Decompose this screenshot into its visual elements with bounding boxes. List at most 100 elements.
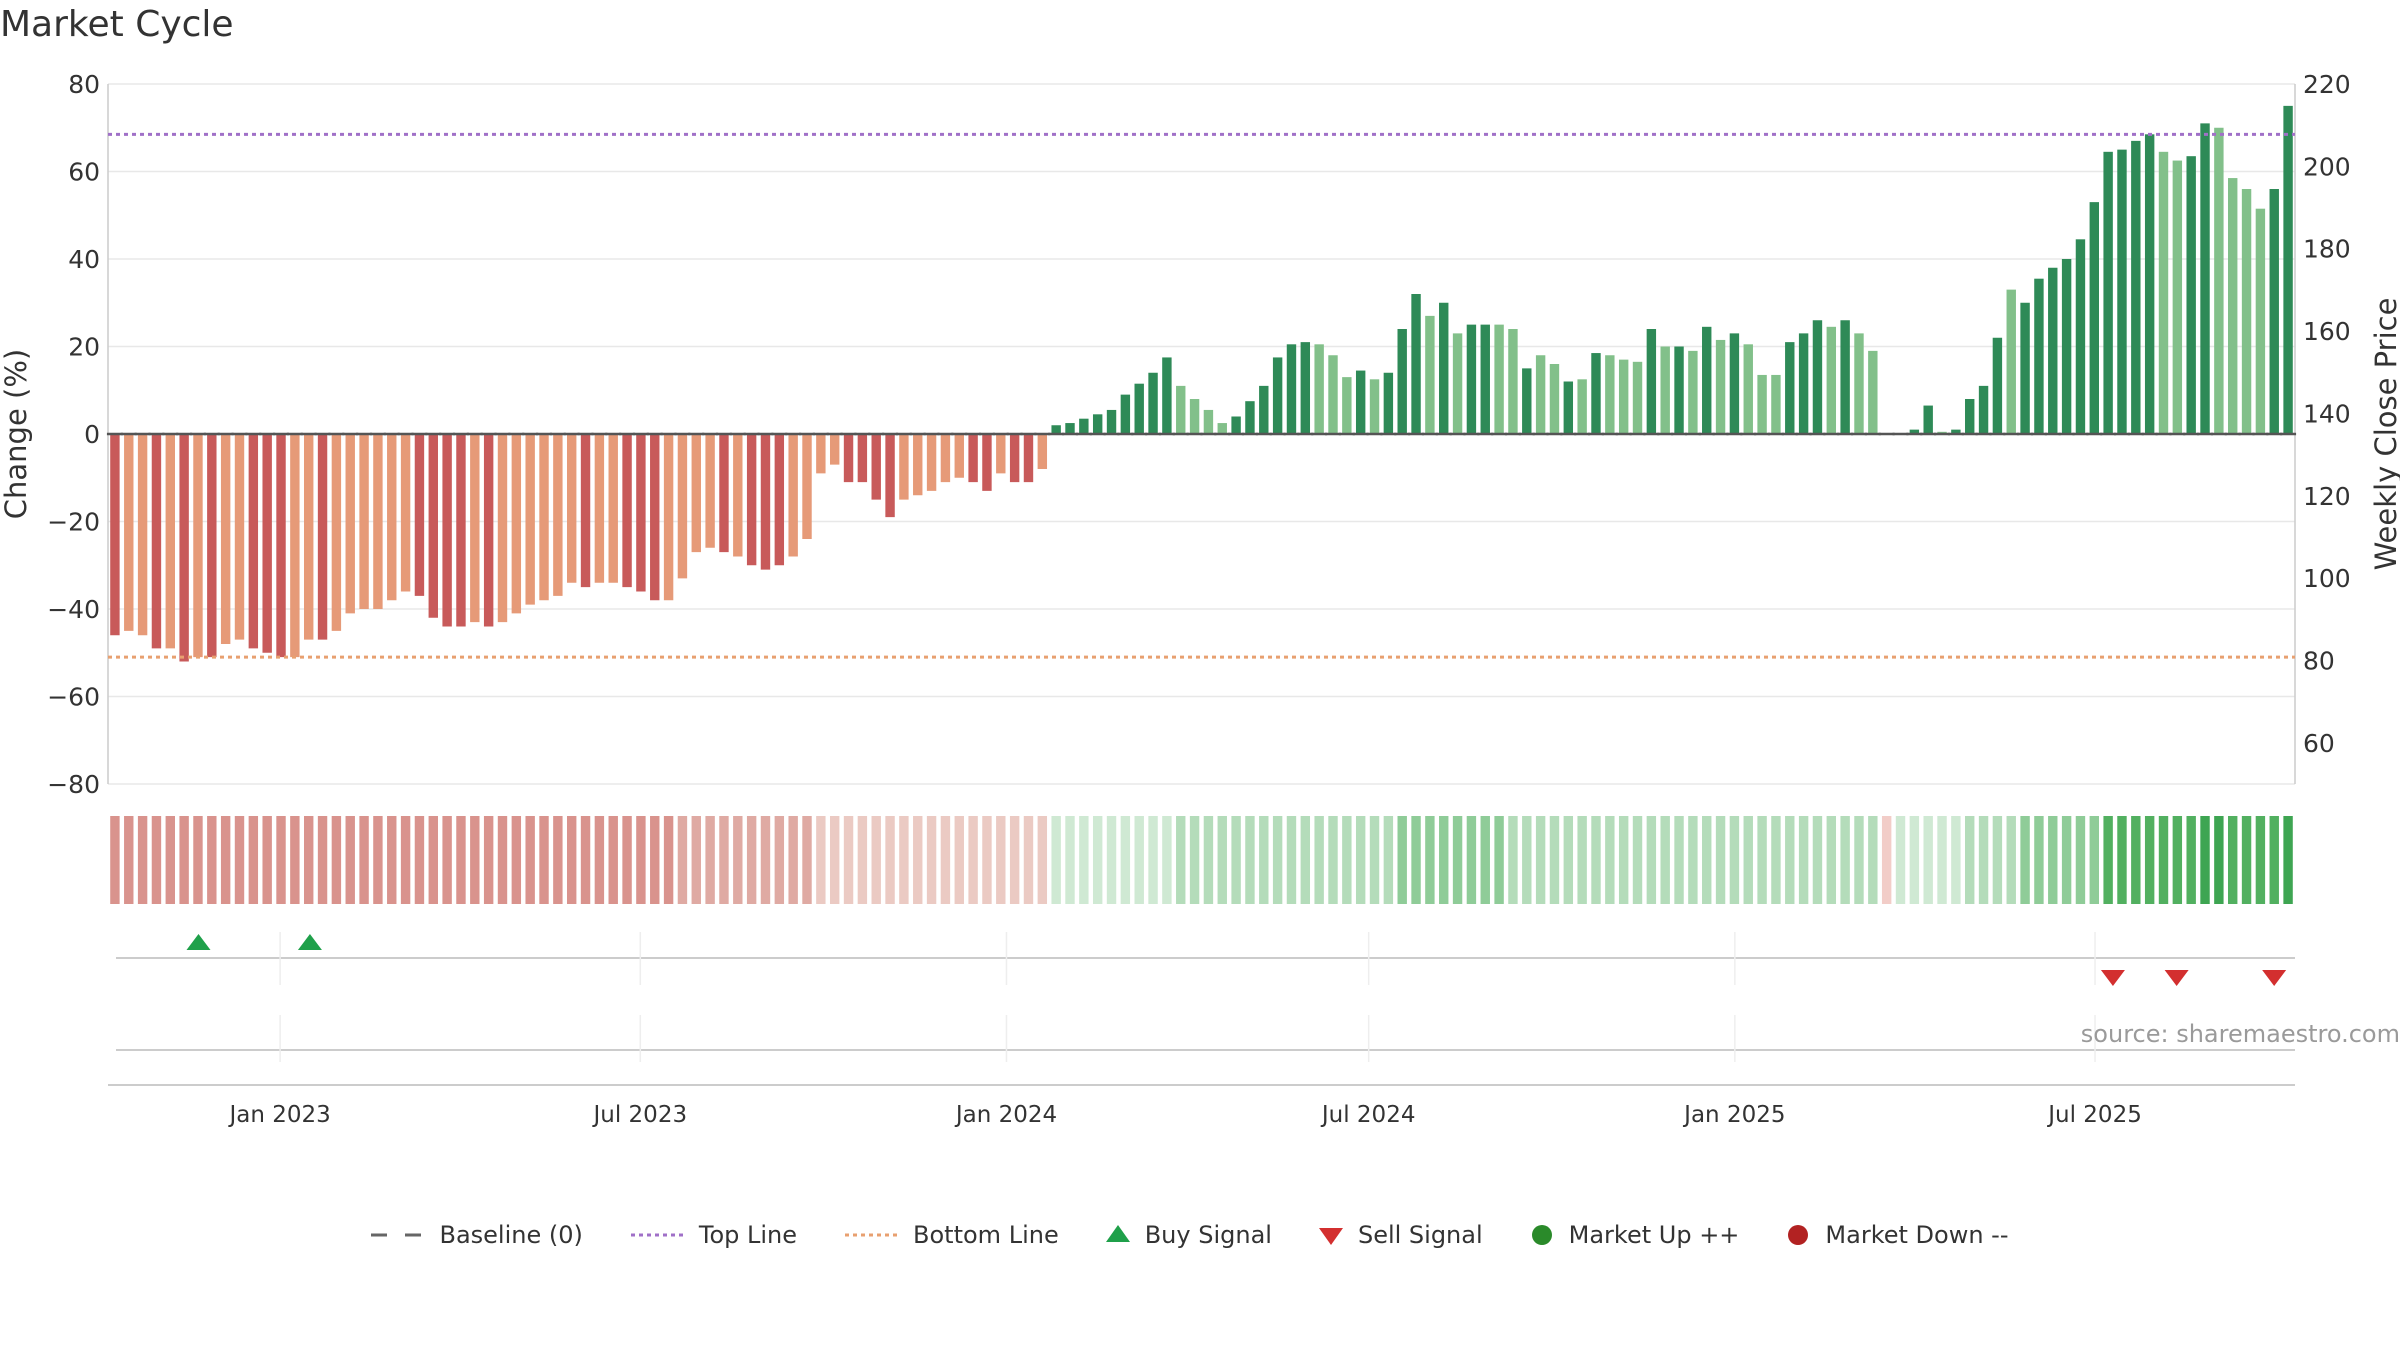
regime-cell [677, 816, 688, 904]
regime-cell [1106, 816, 1117, 904]
regime-cell [553, 816, 563, 904]
bar [1439, 302, 1449, 434]
regime-cell [663, 816, 674, 904]
bar [1702, 326, 1712, 434]
regime-cell [456, 816, 466, 904]
bar [622, 434, 632, 588]
regime-cell [1176, 816, 1186, 904]
bar [982, 434, 992, 491]
bar [580, 434, 591, 588]
buy-legend-icon [1105, 1225, 1130, 1242]
regime-cell [1120, 816, 1131, 904]
regime-cell [525, 816, 535, 904]
regime-cell [760, 816, 771, 904]
up-legend-icon [1531, 1225, 1552, 1245]
bar [1563, 381, 1574, 434]
regime-cell [2006, 816, 2016, 904]
bar [290, 434, 300, 658]
regime-cell [705, 816, 715, 904]
regime-cell [1300, 816, 1311, 904]
regime-cell [1314, 816, 1324, 904]
bar [1549, 364, 1560, 434]
sell-signal-marker [2100, 970, 2125, 986]
regime-cell [1162, 816, 1172, 904]
regime-cell [857, 816, 868, 904]
legend-label: Buy Signal [1144, 1221, 1272, 1249]
regime-cell [2048, 816, 2058, 904]
regime-cell [1591, 816, 1601, 904]
bar [2020, 302, 2030, 434]
regime-cell [1757, 816, 1767, 904]
regime-cell [1951, 816, 1961, 904]
bar [1674, 346, 1684, 434]
regime-cell [1259, 816, 1269, 904]
bar [1176, 385, 1186, 434]
regime-cell [774, 816, 785, 904]
x-tick-label: Jul 2025 [2046, 1102, 2142, 1128]
x-tick-label: Jan 2023 [227, 1102, 330, 1128]
bar [317, 434, 328, 640]
regime-cell [871, 816, 881, 904]
regime-cell [1923, 816, 1933, 904]
bar [1231, 416, 1241, 434]
regime-cell [982, 816, 992, 904]
bar [1162, 357, 1172, 434]
legend-item-top: Top Line [629, 1221, 797, 1249]
regime-cell [1425, 816, 1435, 904]
regime-cell [2255, 816, 2266, 904]
bar [677, 434, 688, 579]
y2-tick-label: 180 [2303, 235, 2351, 264]
bar [1065, 423, 1075, 434]
buy-signal-marker [297, 934, 322, 950]
regime-cell [207, 816, 217, 904]
regime-cell [1328, 816, 1338, 904]
bar [1646, 329, 1657, 434]
legend: Baseline (0) Top Line Bottom Line Buy Signa… [0, 1212, 2400, 1258]
regime-cell [1743, 816, 1753, 904]
regime-cell [1203, 816, 1214, 904]
bar [663, 434, 674, 601]
bar [1314, 344, 1324, 434]
bar [1812, 320, 1823, 434]
bar [2131, 140, 2141, 434]
bar [899, 434, 909, 500]
regime-cell [1674, 816, 1684, 904]
regime-cell [2131, 816, 2141, 904]
bar [553, 434, 563, 596]
regime-cell [691, 816, 701, 904]
sell-signal-marker [2262, 970, 2287, 986]
regime-cell [594, 816, 605, 904]
regime-cell [746, 816, 757, 904]
bar [2283, 105, 2293, 434]
regime-cell [497, 816, 508, 904]
bar [442, 434, 452, 627]
bar [1909, 429, 1920, 434]
bar [1452, 333, 1463, 434]
legend-label: Sell Signal [1357, 1221, 1483, 1249]
bar [124, 434, 134, 631]
bar [511, 434, 522, 614]
bar [1148, 372, 1158, 434]
bar [913, 434, 923, 496]
bar [1951, 429, 1961, 434]
regime-cell [816, 816, 826, 904]
bar [220, 434, 231, 644]
bar [1605, 355, 1615, 434]
bar [1355, 370, 1366, 434]
regime-cell [2103, 816, 2113, 904]
regime-cell [1397, 816, 1407, 904]
bottom-legend-icon [845, 1233, 898, 1237]
bar-series [110, 105, 2293, 662]
regime-cell [1452, 816, 1463, 904]
regime-cell [539, 816, 549, 904]
regime-cell [1992, 816, 2003, 904]
bar [1023, 434, 1034, 483]
regime-cell [788, 816, 798, 904]
bar [2061, 259, 2072, 434]
regime-cell [1937, 816, 1947, 904]
bar [1854, 333, 1864, 434]
bar [1397, 329, 1407, 434]
legend-label: Bottom Line [913, 1221, 1059, 1249]
regime-cell [151, 816, 162, 904]
